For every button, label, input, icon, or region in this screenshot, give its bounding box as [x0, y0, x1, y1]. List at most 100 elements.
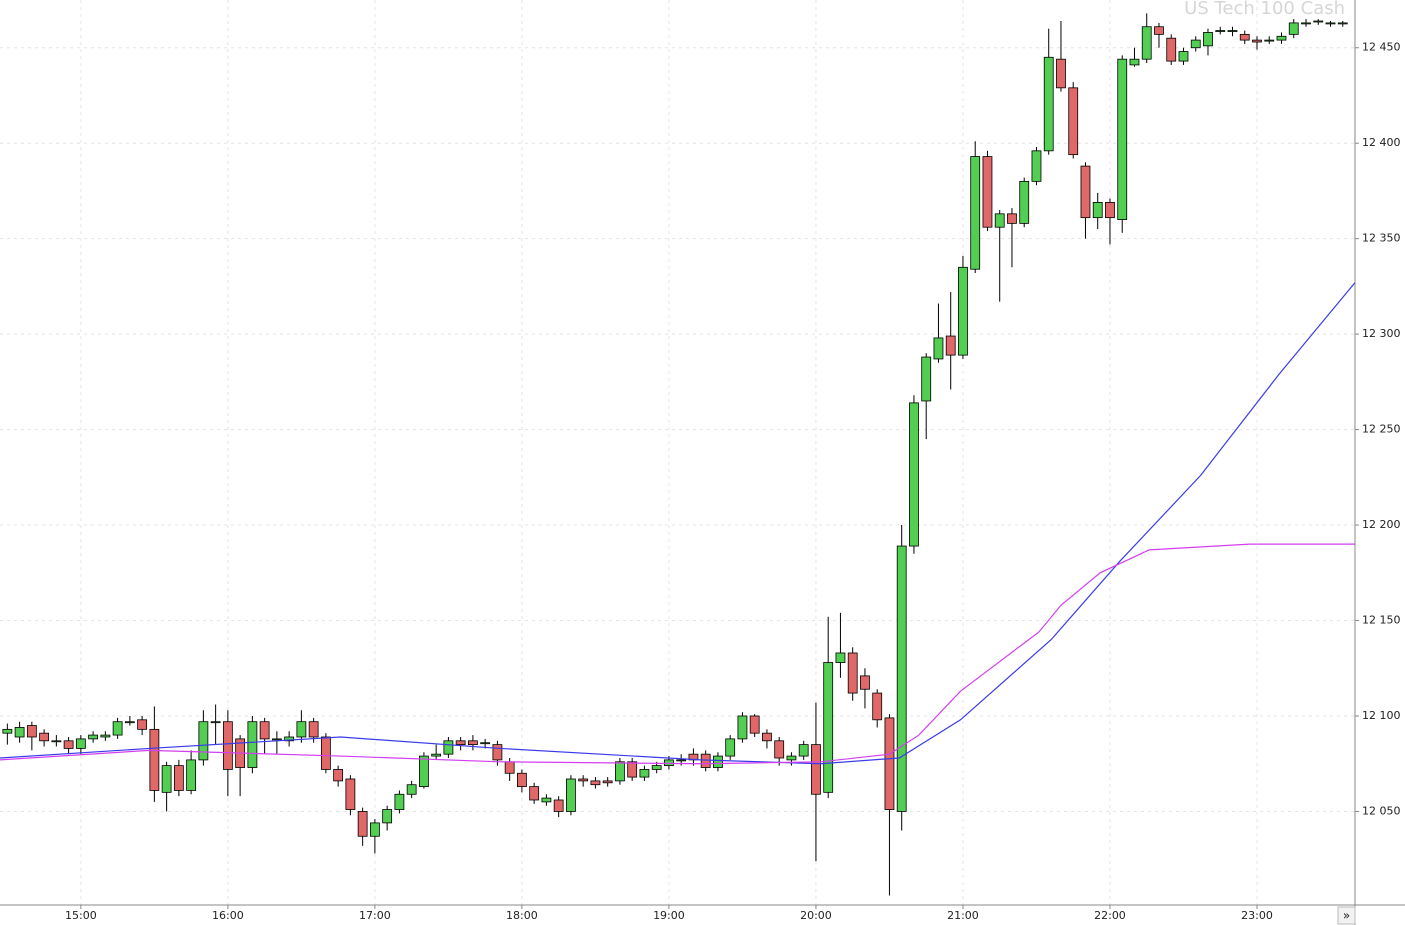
chart-title: US Tech 100 Cash	[1184, 0, 1345, 19]
candle-body	[112, 721, 123, 736]
candle-body	[161, 765, 172, 793]
candle-body	[945, 335, 956, 356]
candle-body	[51, 740, 62, 743]
candle-body	[762, 732, 772, 742]
candle-body	[1252, 39, 1262, 43]
candle-body	[14, 727, 25, 738]
candle-body	[1141, 26, 1152, 60]
candle-body	[320, 736, 331, 770]
scroll-button-label[interactable]: »	[1343, 909, 1350, 923]
candle-body	[75, 738, 86, 749]
candle-body	[357, 811, 368, 837]
candle-body	[1276, 35, 1287, 41]
candle-body	[394, 793, 405, 810]
candle-body	[1105, 201, 1115, 219]
candle-body	[26, 725, 37, 738]
candle-body	[811, 744, 821, 795]
candle-body	[970, 156, 981, 270]
candle-body	[1215, 30, 1226, 32]
candle-body	[284, 736, 295, 742]
candle-body	[1239, 33, 1250, 41]
candle-body	[1129, 58, 1140, 66]
candle-body	[247, 721, 258, 768]
candle-body	[627, 761, 638, 778]
candle-body	[431, 753, 442, 757]
candle-body	[418, 755, 429, 788]
x-tick-label: 23:00	[1241, 909, 1273, 922]
candle-body	[333, 769, 344, 782]
y-tick-label: 12 200	[1362, 518, 1401, 531]
x-tick-label: 16:00	[212, 909, 244, 922]
candle-body	[1313, 20, 1324, 23]
candle-body	[149, 728, 160, 791]
candle-body	[124, 721, 135, 724]
candle-body	[933, 337, 944, 360]
candle-body	[786, 755, 797, 761]
candle-body	[186, 759, 197, 791]
candle-body	[896, 545, 907, 812]
candle-body	[541, 797, 552, 803]
moving-average-line	[0, 282, 1356, 765]
candle-body	[259, 721, 270, 740]
candle-body	[872, 692, 883, 721]
x-tick-label: 18:00	[506, 909, 538, 922]
candle-body	[884, 717, 895, 810]
y-tick-label: 12 300	[1362, 327, 1401, 340]
candle-body	[504, 761, 515, 774]
candle-body	[798, 744, 809, 757]
candle-body	[1068, 87, 1079, 156]
candle-body	[1301, 22, 1311, 25]
candle-body	[308, 721, 319, 738]
candle-body	[860, 675, 870, 690]
candle-body	[382, 809, 393, 824]
candle-body	[296, 721, 307, 738]
candle-body	[847, 652, 858, 694]
candle-body	[271, 738, 282, 741]
candle-body	[553, 799, 564, 812]
candle-body	[406, 784, 417, 795]
candle-body	[1031, 150, 1042, 182]
candle-body	[590, 780, 601, 786]
candle-body	[1092, 201, 1103, 219]
candle-body	[1080, 165, 1091, 219]
candle-body	[1007, 213, 1017, 224]
candle-body	[737, 715, 748, 740]
candle-body	[909, 402, 919, 547]
grid	[0, 0, 1355, 905]
candle-body	[173, 765, 184, 791]
candle-body	[1203, 32, 1213, 47]
candle-body	[1288, 22, 1299, 35]
candle-body	[137, 719, 148, 730]
candle-body	[198, 721, 209, 761]
candle-body	[1166, 37, 1177, 62]
x-tick-label: 21:00	[947, 909, 979, 922]
candle-body	[602, 780, 613, 784]
candle-body	[958, 266, 968, 356]
candle-body	[1043, 56, 1054, 152]
candle-body	[1178, 51, 1189, 62]
candle-body	[1190, 39, 1201, 49]
x-tick-label: 17:00	[359, 909, 391, 922]
candle-body	[1117, 58, 1128, 220]
candle-body	[725, 738, 736, 757]
candle-body	[774, 740, 785, 759]
scroll-button[interactable]	[1337, 906, 1356, 925]
candle-body	[835, 652, 846, 663]
candle-body	[1154, 26, 1164, 35]
x-tick-label: 15:00	[65, 909, 97, 922]
y-tick-label: 12 250	[1362, 423, 1401, 436]
y-tick-label: 12 400	[1362, 136, 1401, 149]
candle-body	[664, 759, 674, 767]
y-tick-label: 12 050	[1362, 804, 1401, 817]
candle-body	[676, 759, 687, 762]
candle-body	[222, 721, 233, 770]
candle-body	[982, 156, 993, 228]
candle-body	[517, 772, 527, 788]
candle-body	[468, 740, 478, 746]
candle-body	[443, 740, 454, 755]
candle-body	[39, 732, 50, 742]
candle-body	[615, 761, 625, 782]
candle-body	[1019, 180, 1030, 224]
x-tick-label: 22:00	[1094, 909, 1126, 922]
